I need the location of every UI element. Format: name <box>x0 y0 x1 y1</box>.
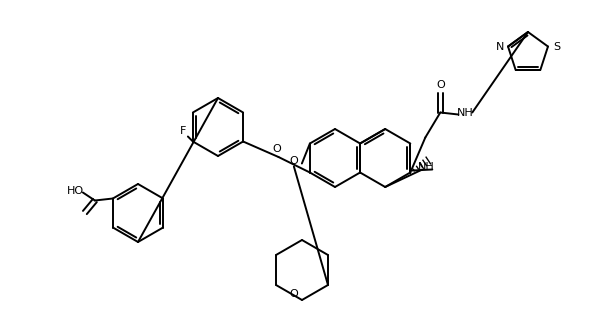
Text: HO: HO <box>67 185 84 196</box>
Text: NH: NH <box>418 162 435 173</box>
Text: N: N <box>496 41 504 52</box>
Text: O: O <box>436 80 445 89</box>
Text: O: O <box>290 289 298 299</box>
Text: S: S <box>553 41 560 52</box>
Text: O: O <box>272 144 281 154</box>
Text: F: F <box>180 126 186 137</box>
Text: NH: NH <box>457 107 474 118</box>
Text: O: O <box>290 156 298 167</box>
